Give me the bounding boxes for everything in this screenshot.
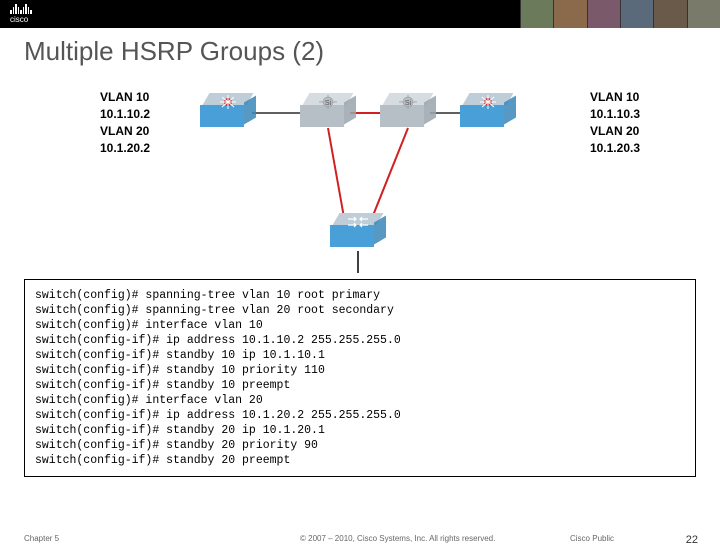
logo-text: cisco [10, 15, 32, 24]
code-line: switch(config-if)# ip address 10.1.20.2 … [35, 408, 685, 423]
label: 10.1.10.3 [590, 106, 640, 123]
code-line: switch(config-if)# standby 20 priority 9… [35, 438, 685, 453]
footer-chapter: Chapter 5 [24, 534, 59, 543]
labels-left: VLAN 10 10.1.10.2 VLAN 20 10.1.20.2 [100, 89, 150, 157]
label: VLAN 10 [100, 89, 150, 106]
label: 10.1.20.2 [100, 140, 150, 157]
code-line: switch(config-if)# standby 10 priority 1… [35, 363, 685, 378]
config-code-box: switch(config)# spanning-tree vlan 10 ro… [24, 279, 696, 477]
label: VLAN 20 [590, 123, 640, 140]
label: VLAN 10 [590, 89, 640, 106]
page-title: Multiple HSRP Groups (2) [0, 28, 720, 73]
code-line: switch(config-if)# standby 10 preempt [35, 378, 685, 393]
switch-node-4 [460, 93, 516, 131]
hub-icon [214, 95, 242, 109]
page-number: 22 [686, 534, 698, 546]
footer-classification: Cisco Public [570, 534, 614, 543]
labels-right: VLAN 10 10.1.10.3 VLAN 20 10.1.20.3 [590, 89, 640, 157]
cisco-logo: cisco [10, 2, 32, 24]
arrows-icon [344, 215, 372, 229]
label: 10.1.20.3 [590, 140, 640, 157]
logo-bars-icon [10, 2, 32, 14]
si-icon: Si [314, 95, 342, 109]
code-line: switch(config-if)# ip address 10.1.10.2 … [35, 333, 685, 348]
code-line: switch(config)# interface vlan 20 [35, 393, 685, 408]
code-line: switch(config-if)# standby 20 ip 10.1.20… [35, 423, 685, 438]
footer-copyright: © 2007 – 2010, Cisco Systems, Inc. All r… [300, 534, 495, 543]
code-line: switch(config)# spanning-tree vlan 20 ro… [35, 303, 685, 318]
network-diagram: VLAN 10 10.1.10.2 VLAN 20 10.1.20.2 VLAN… [0, 73, 720, 273]
code-line: switch(config)# interface vlan 10 [35, 318, 685, 333]
svg-text:Si: Si [325, 100, 332, 107]
label: VLAN 20 [100, 123, 150, 140]
label: 10.1.10.2 [100, 106, 150, 123]
hub-icon [474, 95, 502, 109]
code-line: switch(config)# spanning-tree vlan 10 ro… [35, 288, 685, 303]
core-switch-node-3: Si [380, 93, 436, 131]
code-line: switch(config-if)# standby 20 preempt [35, 453, 685, 468]
si-icon: Si [394, 95, 422, 109]
code-line: switch(config-if)# standby 10 ip 10.1.10… [35, 348, 685, 363]
header-bar: cisco [0, 0, 720, 28]
people-strip [520, 0, 720, 28]
svg-text:Si: Si [405, 100, 412, 107]
switch-node-1 [200, 93, 256, 131]
access-switch-node [330, 213, 386, 251]
core-switch-node-2: Si [300, 93, 356, 131]
